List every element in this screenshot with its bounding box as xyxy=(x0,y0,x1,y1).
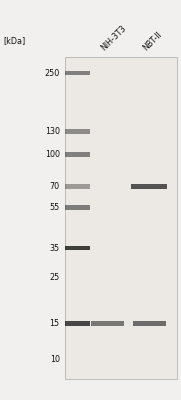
Bar xyxy=(65,184,90,189)
Text: 15: 15 xyxy=(50,319,60,328)
Text: [kDa]: [kDa] xyxy=(4,36,26,45)
Text: 10: 10 xyxy=(50,355,60,364)
Bar xyxy=(131,184,167,189)
Text: 70: 70 xyxy=(50,182,60,191)
Bar xyxy=(65,152,90,157)
Bar xyxy=(65,71,90,76)
Text: 25: 25 xyxy=(49,274,60,282)
Bar xyxy=(65,129,90,134)
Text: 100: 100 xyxy=(45,150,60,159)
Bar xyxy=(65,205,90,210)
Text: 35: 35 xyxy=(50,244,60,252)
Text: 55: 55 xyxy=(49,203,60,212)
Text: NIH-3T3: NIH-3T3 xyxy=(100,24,128,53)
Text: 250: 250 xyxy=(45,68,60,78)
Text: 130: 130 xyxy=(45,127,60,136)
Text: NBT-II: NBT-II xyxy=(141,30,164,53)
Bar xyxy=(65,246,90,250)
Bar xyxy=(133,321,166,326)
Bar xyxy=(91,321,124,326)
Bar xyxy=(65,321,90,326)
Bar xyxy=(65,57,177,379)
